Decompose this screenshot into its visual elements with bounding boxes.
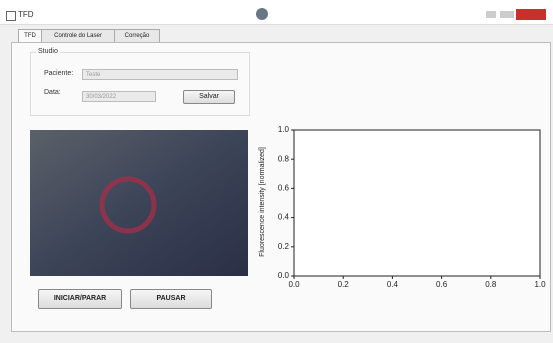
group-box [30, 52, 250, 116]
x-tick-label: 0.4 [387, 280, 399, 289]
action-button[interactable]: PAUSAR [130, 289, 212, 309]
window-title: TFD [18, 10, 34, 19]
y-tick-label: 0.4 [278, 213, 290, 222]
title-bar: TFD [0, 0, 553, 25]
app-window: TFD Studio Paciente: Teste Data: 30/03/2… [0, 0, 553, 343]
y-axis-label: Fluorescence intensity [normalized] [259, 147, 266, 257]
y-tick-label: 1.0 [278, 125, 290, 134]
app-logo [256, 8, 268, 20]
tab[interactable]: Controle do Laser [41, 29, 115, 42]
plot-frame [294, 130, 540, 276]
x-tick-label: 0.2 [338, 280, 350, 289]
y-tick-label: 0.2 [278, 242, 290, 251]
tab[interactable]: TFD [18, 29, 42, 42]
x-tick-label: 0.0 [288, 280, 300, 289]
x-tick-label: 1.0 [534, 280, 546, 289]
y-tick-label: 0.0 [278, 271, 290, 280]
tab[interactable]: Correção [114, 29, 160, 42]
y-tick-label: 0.6 [278, 184, 290, 193]
camera-view [30, 130, 248, 276]
y-tick-label: 0.8 [278, 154, 290, 163]
action-button[interactable]: INICIAR/PARAR [38, 289, 122, 309]
patient-label: Paciente: [44, 70, 73, 77]
x-tick-label: 0.6 [436, 280, 448, 289]
date-input[interactable]: 30/03/2022 [82, 91, 156, 102]
x-tick-label: 0.8 [485, 280, 497, 289]
date-label: Data: [44, 89, 61, 96]
app-icon [6, 11, 16, 21]
maximize-button[interactable] [500, 11, 514, 18]
patient-input[interactable]: Teste [82, 69, 238, 80]
close-button[interactable] [516, 9, 546, 20]
save-button[interactable]: Salvar [183, 90, 235, 104]
group-title: Studio [36, 48, 60, 55]
camera-image [30, 130, 248, 276]
minimize-button[interactable] [486, 11, 496, 18]
